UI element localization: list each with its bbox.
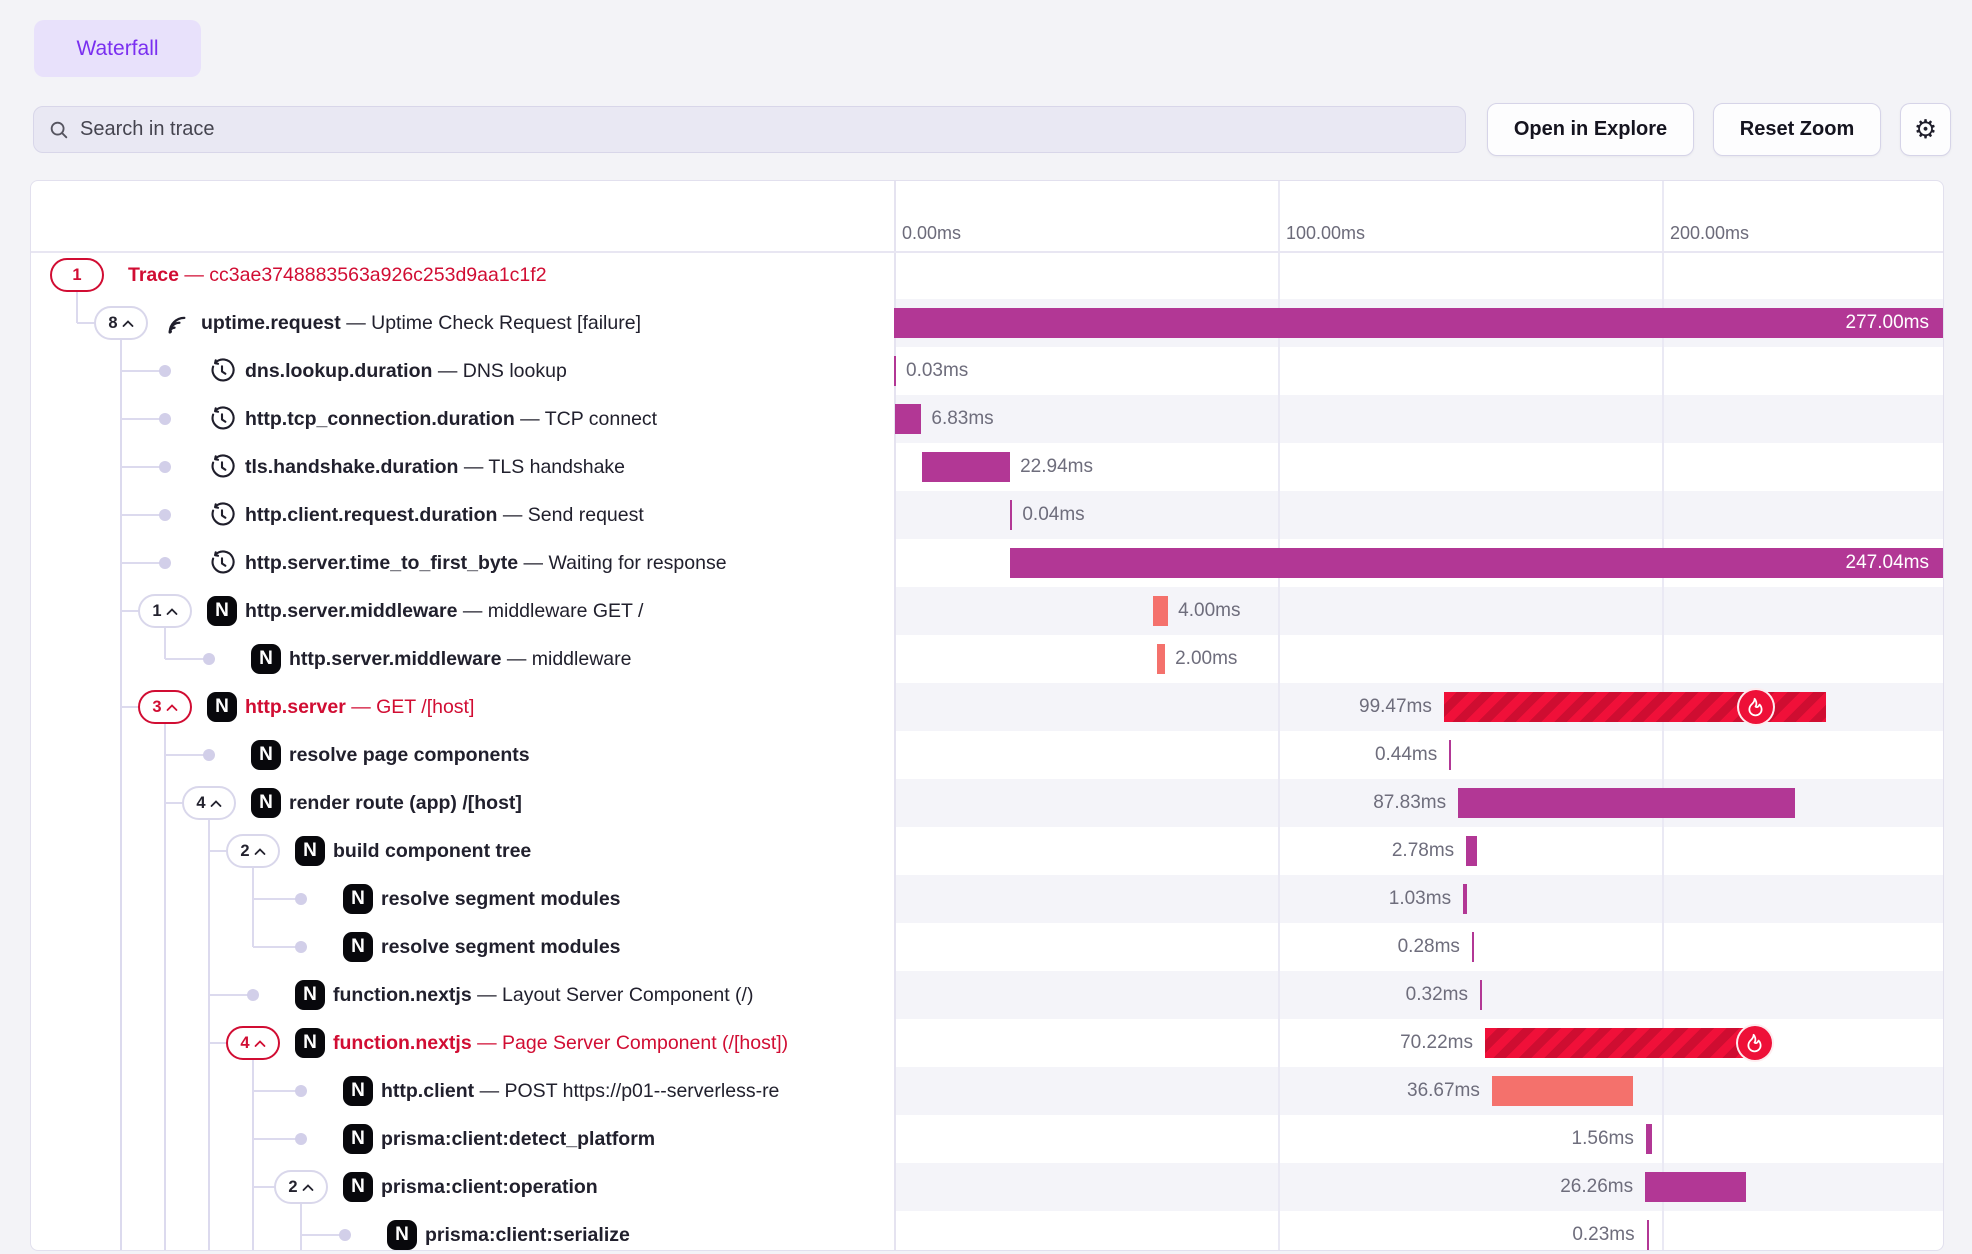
duration-label: 2.78ms xyxy=(1254,836,1454,866)
span-duration-bar[interactable] xyxy=(894,356,896,386)
span-duration-bar[interactable] xyxy=(1647,1220,1649,1250)
span-bars-pane: 277.00ms 0.03ms 6.83ms 22.94ms 0.04ms 247.04m… xyxy=(31,181,1943,1250)
duration-label: 0.28ms xyxy=(1260,932,1460,962)
duration-label: 4.00ms xyxy=(1178,596,1240,626)
span-duration-bar[interactable] xyxy=(1463,884,1467,914)
trace-panel: 0.00ms100.00ms200.00ms 1Trace — cc3ae374… xyxy=(30,180,1944,1251)
fire-error-icon[interactable] xyxy=(1737,688,1775,726)
span-duration-bar[interactable] xyxy=(1646,1124,1652,1154)
span-duration-bar[interactable] xyxy=(895,404,921,434)
duration-label: 99.47ms xyxy=(1232,692,1432,722)
open-in-explore-label: Open in Explore xyxy=(1514,118,1667,141)
span-duration-bar[interactable] xyxy=(1466,836,1477,866)
duration-label: 2.00ms xyxy=(1175,644,1237,674)
search-input[interactable]: Search in trace xyxy=(33,106,1466,153)
duration-label: 36.67ms xyxy=(1280,1076,1480,1106)
span-duration-bar[interactable] xyxy=(1472,932,1474,962)
search-icon xyxy=(48,119,70,141)
tab-waterfall-label: Waterfall xyxy=(76,37,158,61)
span-duration-bar[interactable] xyxy=(1485,1028,1755,1058)
span-duration-bar[interactable] xyxy=(1492,1076,1633,1106)
duration-label: 0.04ms xyxy=(1022,500,1084,530)
duration-label: 0.44ms xyxy=(1237,740,1437,770)
duration-label: 247.04ms xyxy=(1779,548,1929,578)
tab-waterfall[interactable]: Waterfall xyxy=(34,20,201,77)
duration-label: 26.26ms xyxy=(1433,1172,1633,1202)
duration-label: 6.83ms xyxy=(931,404,993,434)
reset-zoom-button[interactable]: Reset Zoom xyxy=(1713,103,1881,156)
span-duration-bar[interactable] xyxy=(1458,788,1795,818)
span-duration-bar[interactable] xyxy=(1010,500,1012,530)
settings-button[interactable]: ⚙ xyxy=(1900,103,1951,156)
duration-label: 0.32ms xyxy=(1268,980,1468,1010)
fire-error-icon[interactable] xyxy=(1736,1024,1774,1062)
duration-label: 0.23ms xyxy=(1435,1220,1635,1250)
duration-label: 22.94ms xyxy=(1020,452,1093,482)
span-duration-bar[interactable] xyxy=(922,452,1010,482)
span-duration-bar[interactable] xyxy=(1153,596,1168,626)
duration-label: 0.03ms xyxy=(906,356,968,386)
duration-label: 1.03ms xyxy=(1251,884,1451,914)
duration-label: 70.22ms xyxy=(1273,1028,1473,1058)
reset-zoom-label: Reset Zoom xyxy=(1740,118,1854,141)
duration-label: 277.00ms xyxy=(1779,308,1929,338)
span-duration-bar[interactable] xyxy=(1157,644,1165,674)
duration-label: 1.56ms xyxy=(1434,1124,1634,1154)
duration-label: 87.83ms xyxy=(1246,788,1446,818)
span-duration-bar[interactable] xyxy=(1480,980,1482,1010)
open-in-explore-button[interactable]: Open in Explore xyxy=(1487,103,1694,156)
search-placeholder: Search in trace xyxy=(80,118,215,141)
span-duration-bar[interactable] xyxy=(1645,1172,1746,1202)
span-duration-bar[interactable] xyxy=(1449,740,1451,770)
gear-icon: ⚙ xyxy=(1914,114,1937,145)
